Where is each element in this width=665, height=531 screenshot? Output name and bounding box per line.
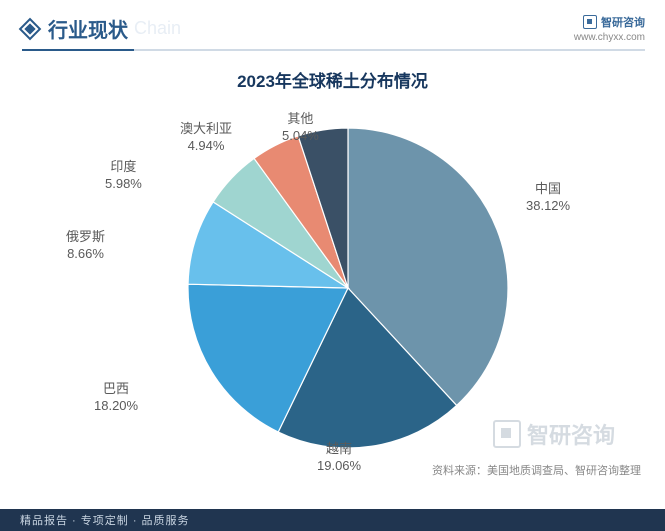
slice-label-value: 19.06% bbox=[317, 457, 361, 475]
slice-label-name: 越南 bbox=[317, 440, 361, 458]
slice-label-name: 印度 bbox=[105, 158, 142, 176]
slice-label-name: 俄罗斯 bbox=[66, 228, 105, 246]
header-divider bbox=[22, 49, 645, 51]
slice-label-name: 澳大利亚 bbox=[180, 120, 232, 138]
data-source: 资料来源：美国地质调查局、智研咨询整理 bbox=[432, 462, 641, 478]
page-header: 行业现状 Chain 智研咨询 www.chyxx.com bbox=[0, 0, 665, 43]
section-title: 行业现状 bbox=[48, 14, 128, 43]
slice-label-value: 38.12% bbox=[526, 197, 570, 215]
header-left: 行业现状 Chain bbox=[22, 14, 181, 43]
slice-label-value: 5.04% bbox=[282, 127, 319, 145]
chart-title: 2023年全球稀土分布情况 bbox=[0, 67, 665, 92]
slice-label-name: 其他 bbox=[282, 110, 319, 128]
slice-label: 越南19.06% bbox=[317, 440, 361, 475]
slice-label-value: 5.98% bbox=[105, 175, 142, 193]
slice-label: 澳大利亚4.94% bbox=[180, 120, 232, 155]
slice-label: 中国38.12% bbox=[526, 180, 570, 215]
pie-chart bbox=[188, 128, 508, 448]
slice-label-name: 中国 bbox=[526, 180, 570, 198]
slice-label-value: 8.66% bbox=[66, 245, 105, 263]
section-title-shadow: Chain bbox=[134, 18, 181, 39]
watermark-text: 智研咨询 bbox=[527, 418, 615, 450]
brand-logo-icon bbox=[583, 15, 597, 29]
slice-label-value: 4.94% bbox=[180, 137, 232, 155]
slice-label: 印度5.98% bbox=[105, 158, 142, 193]
header-right: 智研咨询 www.chyxx.com bbox=[574, 14, 645, 43]
slice-label-value: 18.20% bbox=[94, 397, 138, 415]
brand-url: www.chyxx.com bbox=[574, 32, 645, 43]
slice-label: 俄罗斯8.66% bbox=[66, 228, 105, 263]
chart-area: 中国38.12%越南19.06%巴西18.20%俄罗斯8.66%印度5.98%澳… bbox=[0, 92, 665, 512]
page-footer: 精品报告 · 专项定制 · 品质服务 bbox=[0, 509, 665, 531]
slice-label-name: 巴西 bbox=[94, 380, 138, 398]
diamond-icon bbox=[19, 17, 42, 40]
slice-label: 巴西18.20% bbox=[94, 380, 138, 415]
brand-name: 智研咨询 bbox=[601, 14, 645, 30]
watermark-logo-icon bbox=[493, 420, 521, 448]
watermark: 智研咨询 bbox=[493, 418, 615, 450]
brand-row: 智研咨询 bbox=[574, 14, 645, 30]
slice-label: 其他5.04% bbox=[282, 110, 319, 145]
footer-text: 精品报告 · 专项定制 · 品质服务 bbox=[20, 512, 190, 528]
